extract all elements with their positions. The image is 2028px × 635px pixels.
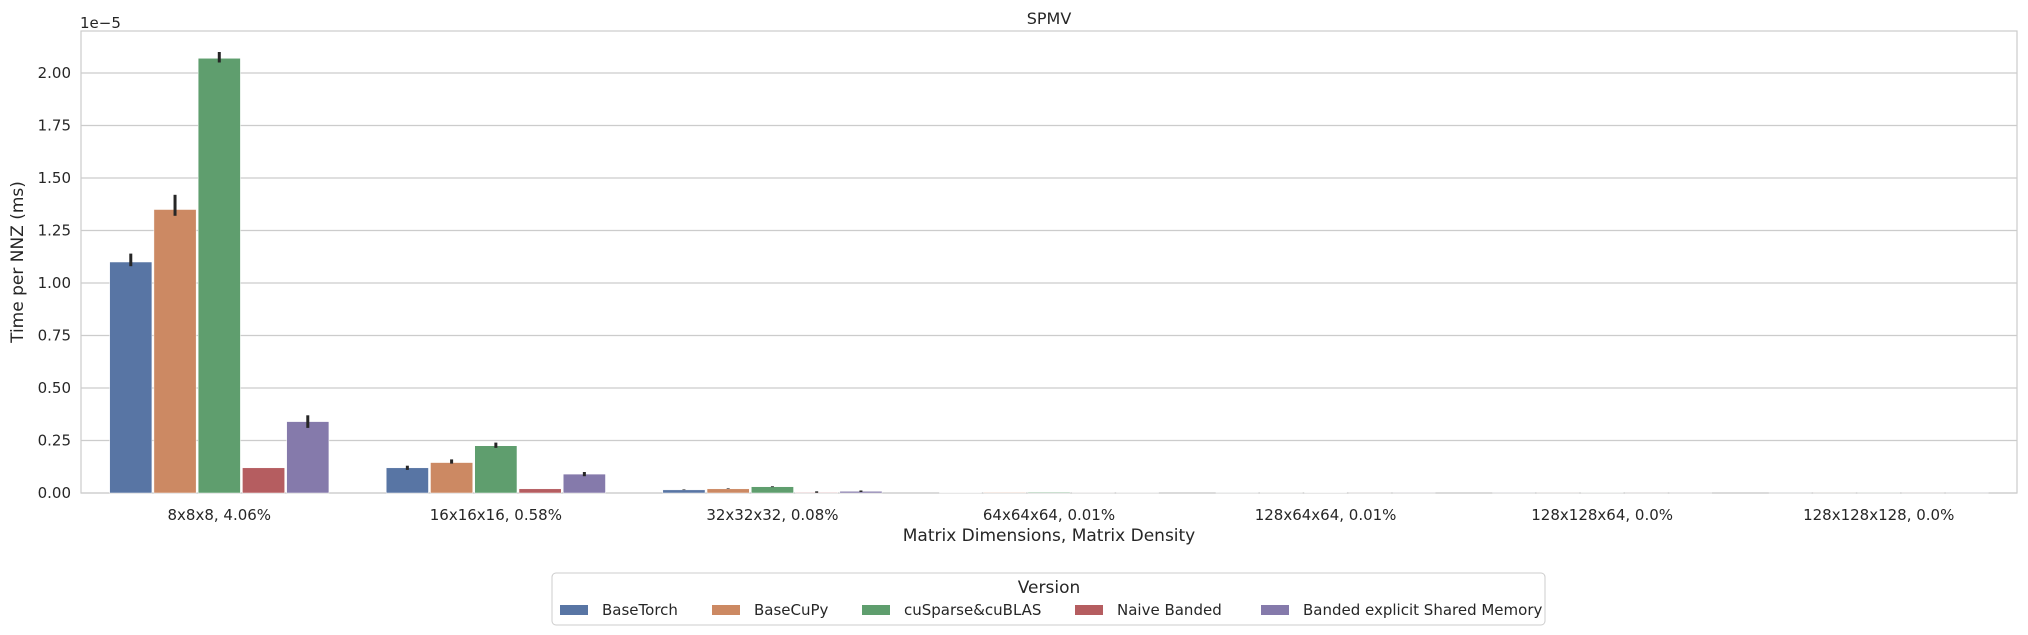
x-tick-label: 128x128x128, 0.0% <box>1803 506 1954 524</box>
bar <box>1027 491 1071 494</box>
bar <box>518 488 562 494</box>
y-tick-label: 1.75 <box>38 117 71 135</box>
x-tick-label: 128x64x64, 0.01% <box>1255 506 1397 524</box>
x-tick-labels: 8x8x8, 4.06% 16x16x16, 0.58% 32x32x32, 0.0… <box>167 506 1954 524</box>
x-tick-label: 16x16x16, 0.58% <box>430 506 562 524</box>
bar <box>385 467 429 494</box>
x-tick-label: 128x128x64, 0.0% <box>1531 506 1673 524</box>
bar <box>286 421 330 494</box>
bar <box>706 488 750 494</box>
y-tick-label: 0.50 <box>38 379 71 397</box>
bar <box>197 58 241 494</box>
legend-label: Banded explicit Shared Memory <box>1303 601 1542 619</box>
y-tick-labels: 0.00 0.25 0.50 0.75 1.00 1.25 1.50 1.75 2.00 <box>38 64 71 502</box>
plot-area <box>80 30 2018 494</box>
legend-swatch <box>560 605 588 615</box>
legend-label: BaseCuPy <box>754 601 829 619</box>
bar <box>474 445 518 494</box>
legend-swatch <box>1075 605 1103 615</box>
bar <box>109 261 153 494</box>
y-tick-label: 0.00 <box>38 484 71 502</box>
gridlines <box>81 72 2017 494</box>
bar <box>662 489 706 494</box>
chart-title: SPMV <box>1027 9 1072 28</box>
bar <box>153 209 197 494</box>
legend-label: Naive Banded <box>1117 601 1222 619</box>
bars-group <box>109 58 1989 494</box>
y-tick-label: 0.75 <box>38 327 71 345</box>
x-axis-label: Matrix Dimensions, Matrix Density <box>903 526 1196 546</box>
legend-swatch <box>1261 605 1289 615</box>
bar <box>983 492 1027 494</box>
bar <box>562 473 606 494</box>
y-tick-label: 1.50 <box>38 169 71 187</box>
legend-label: BaseTorch <box>602 601 678 619</box>
legend-swatch <box>862 605 890 615</box>
legend-label: cuSparse&cuBLAS <box>904 601 1041 619</box>
bar <box>242 467 285 494</box>
y-tick-label: 2.00 <box>38 64 71 82</box>
x-tick-label: 8x8x8, 4.06% <box>167 506 271 524</box>
x-tick-label: 32x32x32, 0.08% <box>706 506 838 524</box>
bar <box>430 462 473 494</box>
error-bars-group <box>129 52 863 493</box>
legend-box <box>551 572 1546 626</box>
legend-items: BaseTorch BaseCuPy cuSparse&cuBLAS Naive Ba… <box>560 601 1542 619</box>
y-tick-label: 1.00 <box>38 274 71 292</box>
x-tick-label: 64x64x64, 0.01% <box>983 506 1115 524</box>
y-tick-label: 0.25 <box>38 432 71 450</box>
bar <box>751 486 794 494</box>
y-tick-label: 1.25 <box>38 222 71 240</box>
y-axis-label: Time per NNZ (ms) <box>8 181 28 344</box>
legend-title: Version <box>1018 578 1081 598</box>
legend-swatch <box>712 605 740 615</box>
y-offset-label: 1e−5 <box>80 14 121 32</box>
legend: Version BaseTorch BaseCuPy cuSparse&cuBLAS… <box>551 572 1546 626</box>
